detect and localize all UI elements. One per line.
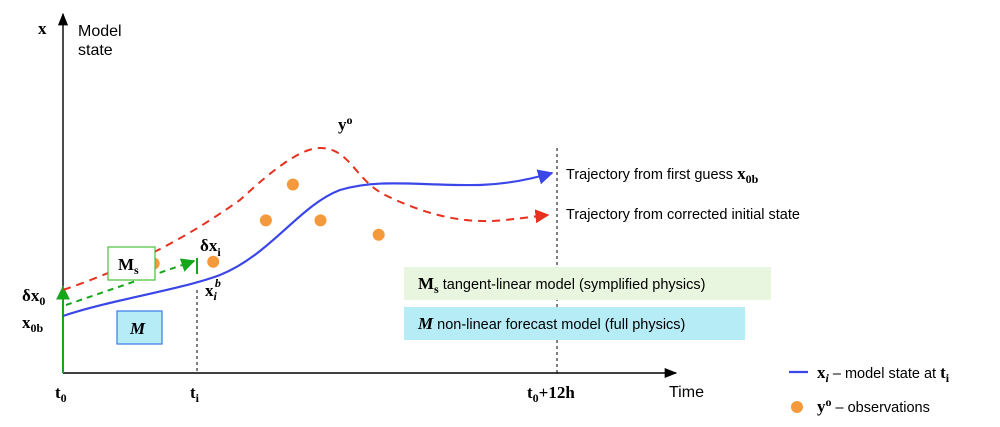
legend-model-state-label: xi – model state at ti — [817, 363, 950, 385]
tick-label-t12h: t0+12h — [527, 383, 575, 405]
label-dxi: δxi — [200, 236, 221, 259]
label-x0b: x0b — [22, 313, 44, 335]
tick-label-ti: ti — [190, 383, 200, 405]
model-state-trajectory — [62, 169, 554, 318]
m-box — [116, 310, 163, 345]
tangent-linear-perturbation — [65, 258, 196, 306]
y-axis-label-line1: Model — [78, 23, 122, 40]
legend-observations-label: yo – observations — [817, 395, 930, 416]
observation-point-6 — [372, 228, 385, 241]
observation-point-3 — [259, 214, 272, 227]
label-xib: xib — [205, 276, 221, 303]
tangent-linear-model-label: Ms tangent-linear model (symplified phys… — [418, 274, 705, 296]
observation-point-4 — [286, 178, 299, 191]
observation-point-5 — [314, 214, 327, 227]
tick-label-t0: t0 — [55, 383, 67, 405]
corrected-trajectory — [62, 146, 550, 291]
y-axis-symbol: x — [38, 19, 47, 38]
label-dx0: δx0 — [22, 286, 45, 308]
trajectory-first-guess-label: Trajectory from first guess x0b — [566, 164, 759, 186]
y-axis-label-line2: state — [78, 42, 113, 59]
non-linear-model-label: M non-linear forecast model (full physic… — [417, 314, 685, 333]
x-axis-label: Time — [669, 384, 704, 401]
trajectory-corrected-label: Trajectory from corrected initial state — [566, 207, 800, 223]
tangent-linear-model-box — [404, 267, 771, 300]
ms-box-label: Ms — [118, 255, 139, 277]
m-box-label: M — [129, 319, 146, 338]
legend-observation-swatch — [791, 401, 803, 413]
non-linear-model-box — [404, 307, 745, 340]
ms-box — [107, 246, 156, 281]
observation-point-2 — [207, 255, 220, 268]
observations — [147, 178, 439, 283]
label-yo: yo — [338, 113, 353, 134]
